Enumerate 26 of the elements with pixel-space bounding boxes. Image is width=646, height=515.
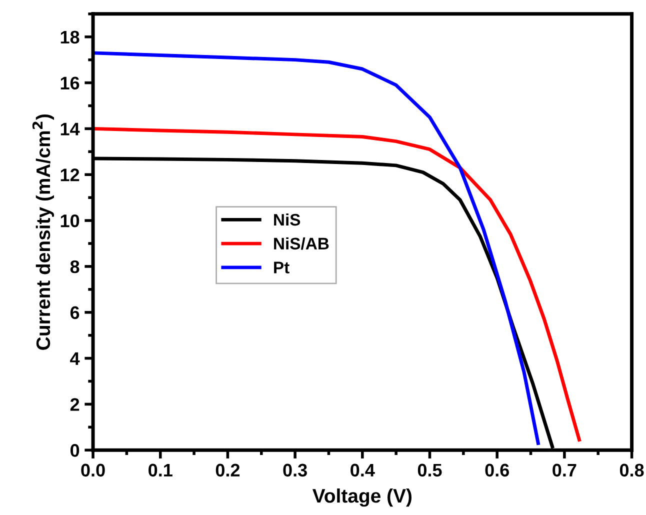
y-axis-title: Current density (mA/cm$^{2}$) [32,114,54,350]
legend-label: NiS [274,213,300,226]
legend-label: NiS/AB [274,237,329,250]
y-tick-label: 0 [70,444,80,457]
legend-label: Pt [274,262,290,274]
x-tick-label: 0.6 [485,464,509,477]
line-series [93,51,540,445]
y-tick-label: 6 [70,306,80,320]
y-tick-label: 12 [60,168,80,182]
x-tick-label: 0.8 [620,464,644,477]
x-tick-label: 0.5 [418,464,442,477]
x-tick-label: 0.7 [552,464,576,477]
x-tick-label: 0.3 [283,464,307,477]
y-tick-label: 14 [60,122,80,136]
x-tick-label: 0.4 [350,464,375,477]
line-series [93,126,581,442]
x-tick-label: 0.1 [148,464,172,477]
y-tick-label: 2 [70,398,80,411]
x-axis-title: Voltage (V) [312,488,412,507]
y-tick-label: 4 [70,352,80,365]
y-tick-label: 8 [70,260,80,274]
y-tick-label: 18 [60,30,80,44]
x-tick-label: 0.2 [216,464,240,477]
x-tick-label: 0.0 [81,464,105,477]
y-tick-label: 10 [60,214,80,228]
y-tick-label: 16 [60,76,80,90]
